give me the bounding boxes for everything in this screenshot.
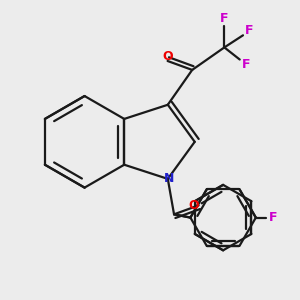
Text: O: O bbox=[188, 199, 199, 212]
Text: F: F bbox=[268, 211, 277, 224]
Text: N: N bbox=[164, 172, 175, 185]
Text: O: O bbox=[162, 50, 173, 63]
Text: F: F bbox=[242, 58, 250, 71]
Text: F: F bbox=[245, 24, 254, 37]
Text: F: F bbox=[220, 12, 229, 26]
